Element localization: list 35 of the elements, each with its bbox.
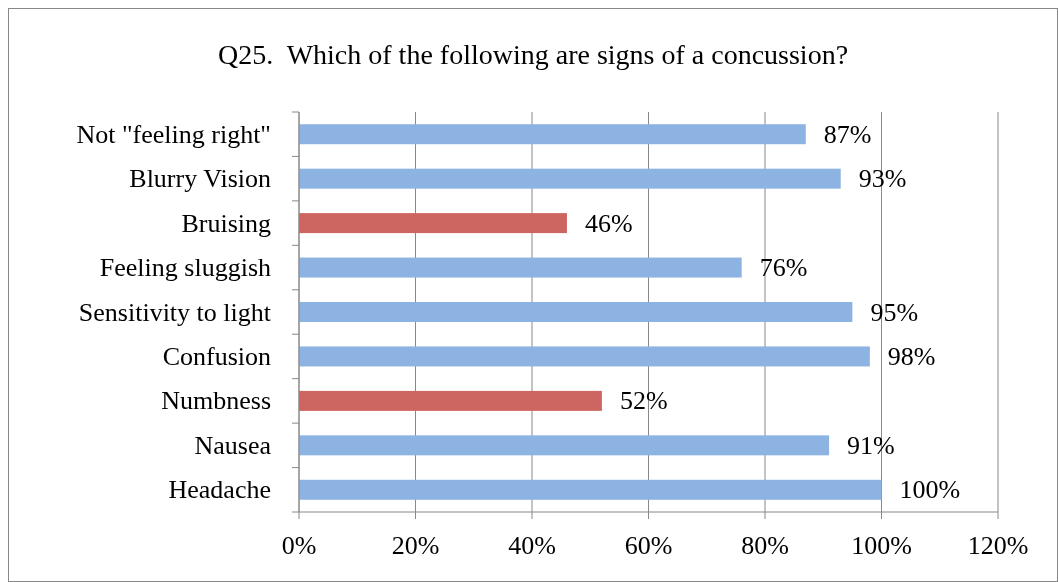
- x-tick-label: 80%: [741, 531, 789, 560]
- data-label: 87%: [823, 119, 872, 149]
- data-label: 100%: [899, 475, 961, 505]
- y-tick-label: Nausea: [194, 430, 272, 460]
- data-label: 95%: [870, 297, 919, 327]
- data-label: 76%: [759, 253, 808, 283]
- x-tick-label: 0%: [281, 531, 317, 560]
- x-tick-label: 100%: [851, 531, 912, 560]
- bar: [299, 213, 567, 234]
- y-tick-label: Numbness: [161, 386, 271, 416]
- y-tick-label: Headache: [168, 475, 271, 505]
- y-tick-label: Bruising: [181, 208, 271, 238]
- bar: [299, 479, 882, 500]
- data-label: 91%: [847, 430, 895, 460]
- bar: [299, 302, 853, 322]
- y-tick-label: Feeling sluggish: [99, 253, 271, 283]
- y-tick-label: Confusion: [162, 341, 271, 371]
- bar: [299, 124, 806, 145]
- data-label: 98%: [887, 341, 936, 371]
- data-label: 46%: [584, 208, 633, 238]
- bar: [299, 435, 830, 456]
- x-tick-label: 20%: [391, 531, 440, 560]
- bar: [299, 168, 841, 189]
- bar: [299, 390, 602, 411]
- y-tick-label: Blurry Vision: [129, 164, 271, 194]
- bar: [299, 346, 870, 367]
- x-tick-label: 40%: [508, 531, 556, 560]
- y-tick-label: Sensitivity to light: [78, 297, 272, 327]
- y-tick-label: Not "feeling right": [76, 119, 271, 149]
- data-label: 93%: [858, 164, 907, 194]
- chart-title: Q25. Which of the following are signs of a concussion?: [217, 39, 849, 70]
- bar: [299, 257, 742, 278]
- data-label: 52%: [619, 386, 668, 416]
- x-tick-label: 120%: [967, 531, 1029, 560]
- x-tick-label: 60%: [624, 531, 673, 560]
